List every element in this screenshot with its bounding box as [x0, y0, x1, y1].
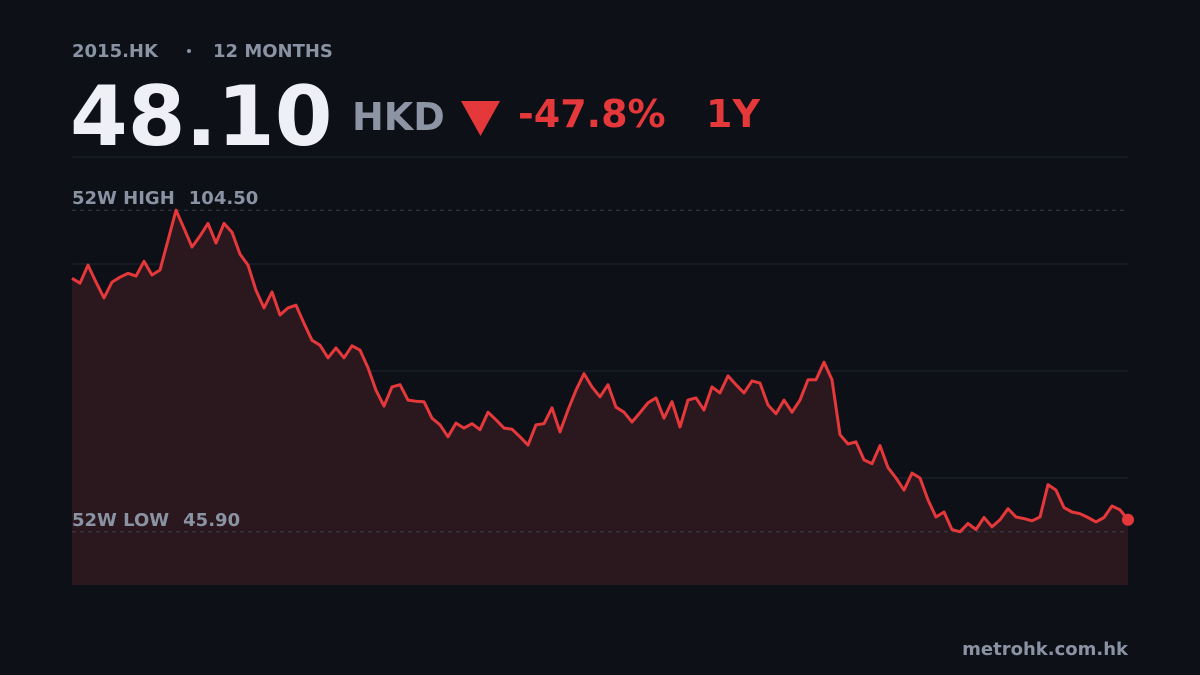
separator: [187, 49, 191, 53]
down-arrow: [461, 101, 500, 136]
reference-label: 52W HIGH: [72, 188, 175, 209]
price: 48.10: [70, 68, 333, 165]
last-point: [1122, 513, 1134, 526]
source: metrohk.com.hk: [962, 639, 1129, 660]
price-line: [71, 208, 1130, 534]
reference-label: 52W LOW: [72, 510, 169, 531]
period: 1Y: [706, 92, 760, 136]
currency: HKD: [352, 95, 445, 139]
plot: 52W HIGH 104.50 52W LOW 45.90: [71, 188, 1134, 585]
reference-value: 45.90: [183, 510, 240, 531]
ticker: 2015.HK: [72, 41, 159, 62]
range: 12 MONTHS: [213, 41, 333, 62]
change: -47.8%: [518, 92, 666, 136]
reference-value: 104.50: [189, 188, 258, 209]
